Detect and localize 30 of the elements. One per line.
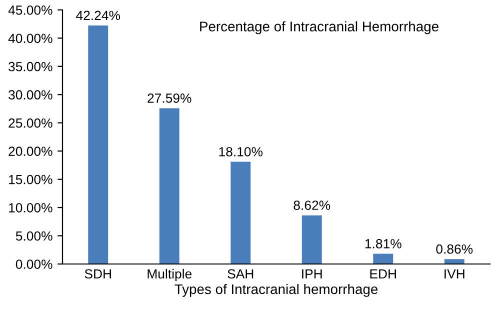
y-tick-label: 25.00% — [8, 118, 52, 128]
y-tick-label: 20.00% — [8, 146, 52, 156]
x-tick-label: EDH — [370, 269, 396, 278]
x-tick-label: SDH — [84, 269, 111, 279]
y-tick-label: 35.00% — [8, 62, 52, 72]
data-label: 42.24% — [76, 10, 120, 20]
bar — [373, 254, 394, 264]
text: Percentage of Intracranial Hemorrhage — [200, 21, 438, 34]
data-label: 27.59% — [148, 93, 192, 103]
x-tick-label: IVH — [444, 269, 464, 278]
y-tick-label: 45.00% — [8, 5, 52, 15]
y-tick-label: 10.00% — [9, 203, 52, 212]
y-tick-label: 40.00% — [8, 34, 52, 44]
y-tick-label: 15.00% — [9, 174, 52, 184]
bar — [302, 215, 322, 264]
x-tick-label: Multiple — [148, 268, 192, 282]
y-tick-label: 0.00% — [16, 260, 52, 269]
x-axis-title: Types of Intracranial hemorrhage — [174, 284, 378, 297]
y-tick-label: 5.00% — [16, 231, 52, 241]
data-label: 18.10% — [219, 147, 263, 156]
bar — [444, 259, 464, 264]
x-tick-label: SAH — [228, 269, 254, 279]
y-tick-label: 30.00% — [8, 90, 52, 100]
x-tick-label: IPH — [302, 269, 322, 278]
data-label: 8.62% — [294, 200, 330, 210]
data-label: 0.86% — [436, 244, 473, 254]
data-label: 1.81% — [365, 239, 402, 248]
bar — [159, 108, 180, 264]
bar — [88, 25, 108, 264]
bar — [230, 162, 251, 264]
